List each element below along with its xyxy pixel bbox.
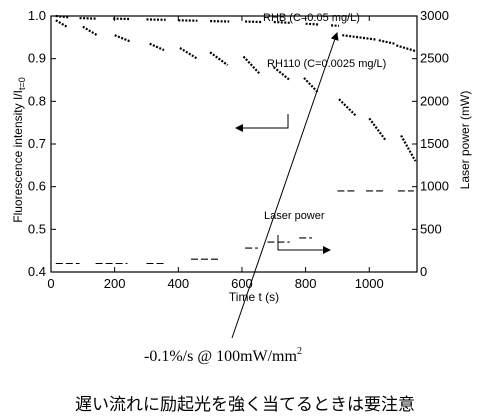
y-right-tick-label: 1500: [420, 136, 449, 151]
series-layer: [55, 14, 417, 265]
series-segment: [242, 55, 261, 75]
y-right-tick-label: 2000: [420, 93, 449, 108]
y-left-tick-label: 0.7: [28, 136, 46, 151]
y-axis-right-label: Laser power (mW): [458, 91, 472, 190]
y-left-tick-label: 0.5: [28, 221, 46, 236]
x-axis-label: Time t (s): [229, 290, 279, 304]
callout-laser-right-axis: [277, 235, 331, 254]
x-tick-label: 800: [295, 276, 317, 291]
rate-annotation-superscript: 2: [297, 346, 302, 357]
x-tick-label: 600: [231, 276, 253, 291]
y-left-tick-label: 1.0: [28, 8, 46, 23]
x-tick-label: 1000: [355, 276, 384, 291]
plot-area: [50, 15, 418, 273]
y-left-tick-label: 0.9: [28, 51, 46, 66]
series-segment: [273, 20, 290, 24]
series-segment: [303, 77, 320, 94]
series-segment: [368, 117, 387, 141]
series-rhb-c-0-05-mg-l: [55, 14, 416, 53]
callout-rate-arrow: [231, 32, 339, 339]
series-segment: [114, 34, 132, 43]
series-segment: [338, 98, 358, 118]
series-segment: [378, 39, 395, 45]
series-segment: [400, 134, 417, 162]
series-segment: [79, 17, 96, 20]
series-segment: [305, 22, 319, 26]
caption-text: 遅い流れに励起光を強く当てるときは要注意: [75, 395, 415, 415]
series-laser-power: [55, 190, 414, 265]
y-left-tick-label: 0.8: [28, 93, 46, 108]
series-label-rhb: RHB (C=0.05 mg/L): [263, 12, 360, 24]
x-tick-label: 400: [167, 276, 189, 291]
y-right-tick-label: 500: [420, 221, 442, 236]
series-segment: [149, 42, 165, 52]
series-segment: [55, 14, 69, 19]
y-right-tick-label: 2500: [420, 51, 449, 66]
callout-arrows: [231, 32, 339, 339]
y-axis-left-label-main: Fluorescence intensity I/I: [11, 90, 25, 223]
rate-annotation: -0.1%/s @ 100mW/mm2: [144, 346, 302, 365]
callout-rh110-left-axis: [235, 114, 289, 132]
y-axis-left-label: Fluorescence intensity I/It=0: [11, 77, 27, 223]
series-segment: [395, 44, 416, 53]
y-right-tick-label: 3000: [420, 8, 449, 23]
x-tick-label: 200: [104, 276, 126, 291]
series-segment: [342, 34, 376, 41]
tick-labels: 0 200 400 600 800 1000 0.4 0.5 0.6 0.7 0.8 0.9 1.0 0 5…: [28, 8, 449, 291]
y-right-tick-label: 1000: [420, 179, 449, 194]
x-tick-label: 0: [47, 276, 54, 291]
series-rh110-c-0-0025-mg-l: [55, 19, 417, 162]
y-axis-left-label-subscript: t=0: [17, 77, 27, 90]
series-segment: [82, 25, 98, 37]
rate-annotation-main: -0.1%/s @ 100mW/mm: [144, 348, 298, 365]
series-label-laser-power: Laser power: [264, 210, 325, 222]
series-segment: [179, 47, 198, 60]
y-right-tick-label: 0: [420, 264, 427, 279]
y-left-tick-label: 0.4: [28, 264, 46, 279]
series-label-rh110: RH110 (C=0.0025 mg/L): [267, 58, 386, 70]
series-segment: [55, 19, 68, 28]
plot-frame: [50, 15, 418, 273]
series-segment: [209, 51, 229, 66]
y-left-tick-label: 0.6: [28, 179, 46, 194]
series-segment: [245, 20, 262, 24]
